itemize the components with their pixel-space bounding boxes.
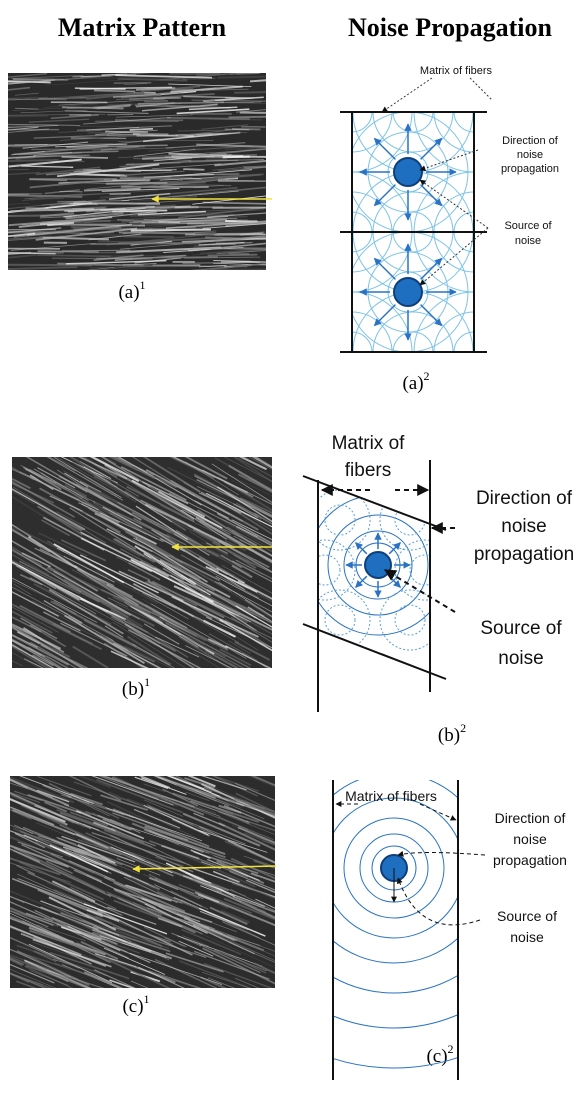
fiber-streak [0, 116, 48, 117]
propagation-arrow [374, 185, 395, 206]
label: fibers [345, 460, 391, 481]
fiber-streak [228, 216, 248, 217]
caption-superscript: 1 [144, 992, 150, 1006]
fiber-streak [153, 98, 181, 99]
caption: (b)1 [122, 675, 150, 700]
label: Direction of [502, 135, 559, 147]
fiber-streak [171, 89, 193, 90]
caption: (c)1 [122, 992, 149, 1017]
fiber-streak [13, 79, 68, 80]
fiber-streak [240, 112, 283, 113]
figure: Matrix Pattern Noise Propagation (a)1 (a… [0, 0, 581, 1095]
fiber-streak [29, 179, 67, 180]
leader-lines [336, 804, 485, 925]
caption-letter: (c) [426, 1046, 447, 1067]
micrograph [0, 755, 315, 1007]
wave-ring [325, 505, 355, 535]
fiber-streak [62, 250, 130, 251]
fiber-streak [130, 129, 153, 130]
caption-letter: (b) [122, 679, 144, 700]
fiber-lines [333, 780, 458, 1080]
caption-superscript: 2 [448, 1042, 454, 1056]
label: propagation [501, 163, 559, 175]
propagation-arrow [374, 138, 395, 159]
fiber-streak [236, 73, 259, 74]
column-title: Matrix Pattern [58, 13, 227, 42]
fiber-streak [62, 157, 109, 158]
propagation-arrow [374, 305, 395, 326]
fiber-streak [183, 169, 204, 170]
fiber-lines [340, 112, 487, 352]
label: Matrix of fibers [345, 788, 437, 804]
caption-superscript: 2 [424, 369, 430, 383]
label: Matrix of fibers [420, 65, 493, 77]
propagation-arrow [421, 305, 442, 326]
micrograph [0, 71, 310, 275]
caption-letter: (a) [402, 373, 423, 394]
label: Source of [504, 220, 552, 232]
wave-ring [295, 540, 355, 600]
caption-superscript: 1 [140, 278, 146, 292]
micrograph [0, 434, 311, 690]
label: noise [510, 929, 544, 945]
label: noise [498, 648, 543, 669]
fiber-streak [229, 116, 302, 117]
label: propagation [474, 544, 574, 565]
caption-superscript: 1 [144, 675, 150, 689]
caption: (b)2 [438, 721, 466, 746]
propagation-arrow [421, 138, 442, 159]
label: Source of [497, 908, 557, 924]
fiber-streak [144, 101, 168, 102]
caption-superscript: 2 [460, 721, 466, 735]
fiber-streak [208, 255, 258, 256]
label: noise [501, 516, 546, 537]
propagation-arrow [356, 543, 367, 554]
fiber-streak [0, 265, 92, 266]
label: noise [517, 149, 543, 161]
wave-ring [325, 605, 355, 635]
propagation-arrow [389, 543, 400, 554]
label: Direction of [495, 810, 566, 826]
wave-ring [410, 555, 440, 585]
label: noise [513, 831, 547, 847]
caption-letter: (a) [118, 282, 139, 303]
label: propagation [493, 852, 567, 868]
propagation-arrow [356, 576, 367, 587]
fiber-lines [303, 460, 446, 712]
wave-ring [310, 555, 340, 585]
label: Matrix of [332, 433, 406, 454]
fiber-streak [0, 215, 77, 216]
column-title: Noise Propagation [348, 13, 552, 42]
label: noise [515, 235, 541, 247]
noise-source [394, 278, 422, 306]
fiber-streak [12, 146, 58, 147]
fiber-streak [210, 269, 286, 270]
fiber-streak [131, 229, 211, 230]
fiber-streak [167, 118, 250, 119]
noise-source [365, 552, 391, 578]
caption: (a)1 [118, 278, 145, 303]
fiber-streak [195, 174, 239, 175]
label: Source of [480, 618, 562, 639]
label: Direction of [476, 488, 573, 509]
caption: (c)2 [426, 1042, 453, 1067]
caption: (a)2 [402, 369, 429, 394]
caption-letter: (c) [122, 996, 143, 1017]
propagation-arrow [374, 258, 395, 279]
fiber-streak [146, 206, 224, 207]
caption-letter: (b) [438, 725, 460, 746]
fiber-streak [90, 243, 192, 244]
fiber-streak [94, 91, 135, 92]
fiber-streak [234, 92, 275, 93]
noise-source [394, 158, 422, 186]
